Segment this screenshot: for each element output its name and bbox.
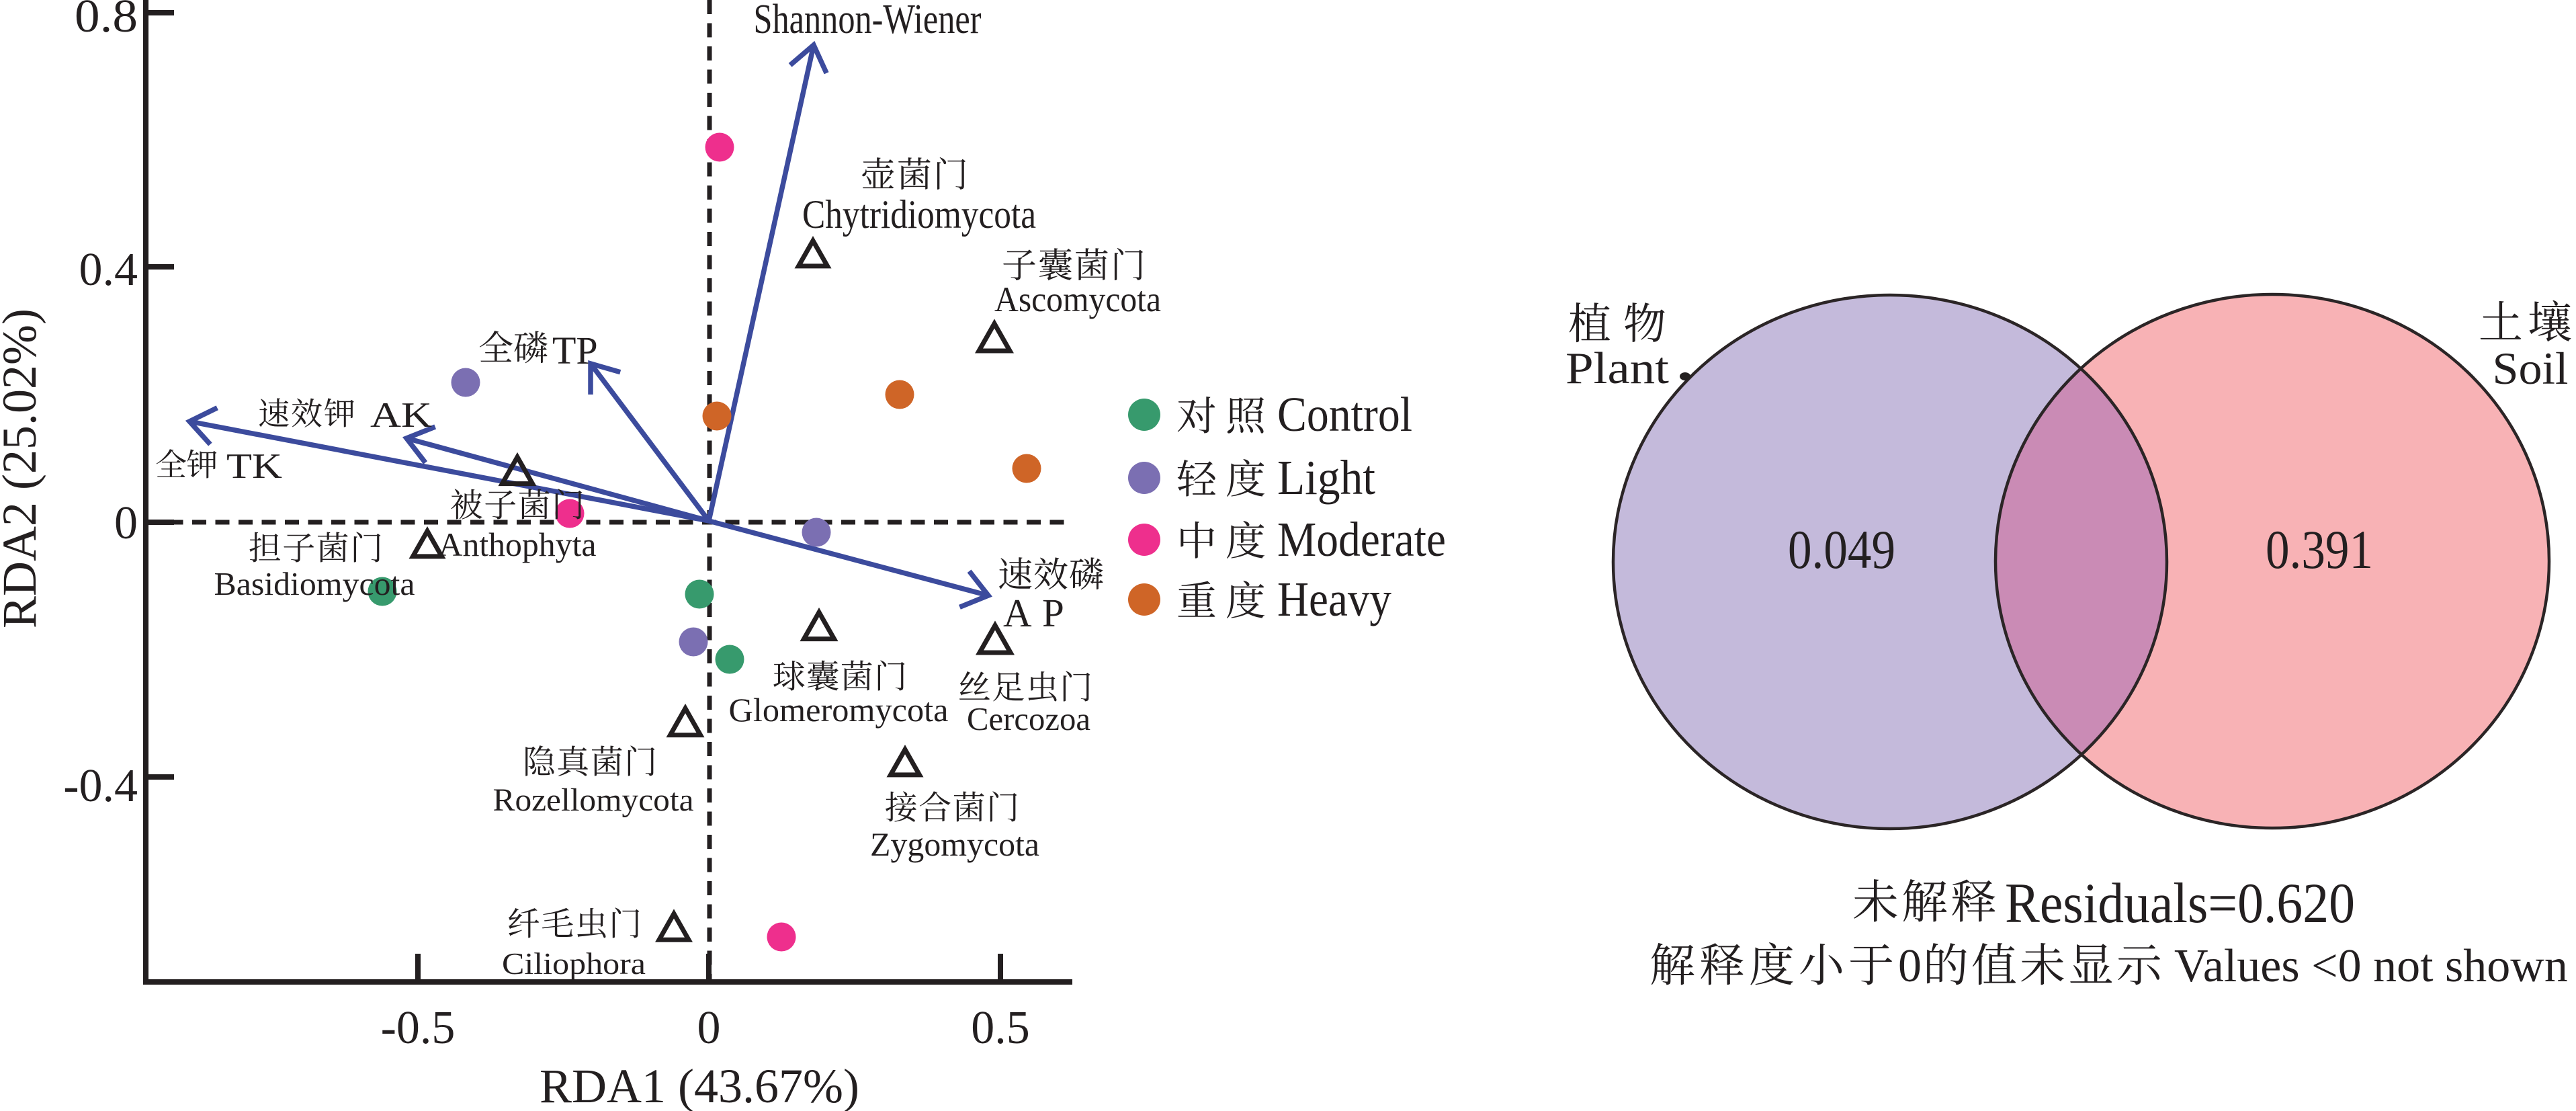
svg-text:0.049: 0.049 — [1788, 519, 1895, 580]
svg-text:Chytridiomycota: Chytridiomycota — [802, 192, 1036, 237]
svg-text:Ascomycota: Ascomycota — [994, 280, 1161, 319]
svg-text:Cercozoa: Cercozoa — [967, 700, 1090, 737]
svg-text:Shannon-Wiener: Shannon-Wiener — [754, 0, 982, 42]
svg-text:Anthophyta: Anthophyta — [439, 526, 597, 563]
svg-text:-0.4: -0.4 — [63, 760, 138, 812]
svg-text:TK: TK — [226, 447, 282, 486]
svg-text:Glomeromycota: Glomeromycota — [729, 691, 949, 729]
svg-text:Soil: Soil — [2493, 343, 2569, 394]
svg-text:-0.5: -0.5 — [381, 1002, 456, 1054]
svg-text:Ciliophora: Ciliophora — [502, 946, 646, 981]
svg-text:RDA2 (25.02%): RDA2 (25.02%) — [0, 308, 46, 628]
svg-text:RDA1 (43.67%): RDA1 (43.67%) — [540, 1059, 859, 1111]
svg-text:TP: TP — [552, 329, 598, 372]
svg-text:Moderate: Moderate — [1277, 512, 1446, 567]
svg-text:Plant: Plant — [1565, 343, 1669, 393]
svg-text:0.4: 0.4 — [79, 244, 138, 296]
svg-text:Basidiomycota: Basidiomycota — [214, 565, 415, 602]
svg-text:A: A — [1003, 591, 1032, 635]
svg-text:P: P — [1042, 591, 1064, 635]
svg-text:Rozellomycota: Rozellomycota — [493, 782, 694, 818]
svg-text:Residuals=0.620: Residuals=0.620 — [2005, 872, 2355, 935]
svg-text:Zygomycota: Zygomycota — [870, 825, 1039, 863]
svg-text:Light: Light — [1277, 450, 1375, 505]
svg-text:0: 0 — [1898, 940, 1922, 992]
svg-text:0.391: 0.391 — [2266, 519, 2373, 580]
svg-text:AK: AK — [370, 396, 432, 435]
svg-text:0.5: 0.5 — [971, 1002, 1030, 1054]
svg-text:0: 0 — [697, 1002, 721, 1054]
svg-text:0.8: 0.8 — [75, 0, 138, 42]
svg-text:0: 0 — [114, 497, 138, 549]
svg-text:Control: Control — [1277, 387, 1412, 442]
svg-text:Heavy: Heavy — [1277, 572, 1391, 626]
svg-text:Values <0 not shown: Values <0 not shown — [2174, 940, 2568, 992]
